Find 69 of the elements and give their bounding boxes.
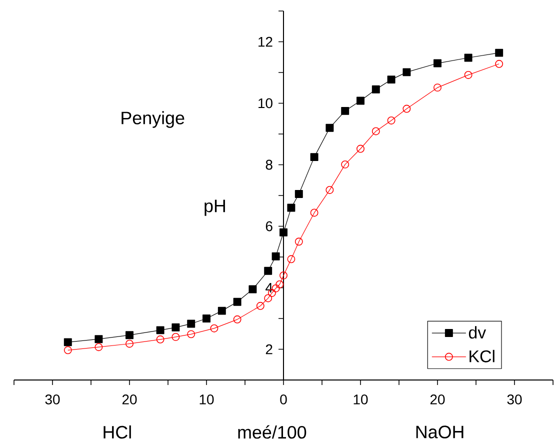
point (356, 96, 364, 105)
text: NaOH (416, 426, 464, 438)
point (187, 330, 196, 338)
point (341, 106, 350, 115)
y-tick-label: 10 (258, 98, 272, 108)
point (233, 315, 242, 324)
point (202, 314, 210, 322)
point (276, 280, 284, 288)
point (294, 190, 303, 198)
point (126, 340, 134, 348)
point (434, 84, 442, 92)
x-tick-label: 30 (507, 394, 522, 404)
y-tick-label: 12 (258, 36, 272, 47)
x-tick-label: 20 (430, 394, 445, 404)
x-tick-label: 10 (354, 394, 368, 404)
point (402, 68, 411, 76)
point (156, 335, 164, 344)
point (94, 343, 103, 352)
point (372, 85, 380, 94)
point (294, 238, 303, 246)
annotation: Penyige (122, 111, 184, 128)
point (326, 186, 334, 194)
x-axis-title: meé/100 (238, 425, 306, 439)
point (233, 298, 242, 306)
point (210, 324, 218, 332)
legend-label: KCl (470, 350, 494, 362)
point (464, 70, 472, 79)
y-tick-label: 4 (266, 282, 273, 293)
x-tick-label: 20 (122, 394, 137, 404)
point (310, 208, 318, 217)
point (264, 294, 272, 302)
point (256, 302, 264, 310)
point (156, 326, 164, 334)
point (326, 124, 334, 132)
point (187, 320, 196, 328)
legend-label: dv (468, 326, 486, 339)
point (387, 76, 396, 84)
point (372, 127, 380, 136)
point (64, 346, 72, 354)
point (434, 59, 442, 68)
y-tick-label: 2 (266, 344, 272, 354)
point (272, 252, 280, 260)
point (248, 285, 257, 294)
point (94, 335, 103, 344)
point (356, 144, 364, 153)
point (287, 204, 296, 212)
point (387, 116, 396, 124)
y-axis-title: pH (204, 200, 225, 216)
x-tick-label: 0 (280, 394, 287, 404)
point (310, 153, 318, 162)
point (495, 60, 504, 68)
point (402, 104, 411, 113)
point (280, 228, 288, 236)
point (464, 54, 472, 62)
point (341, 160, 350, 168)
y-tick-label: 6 (266, 221, 272, 232)
point (495, 48, 504, 57)
point (172, 323, 180, 332)
x-tick-label: 30 (45, 394, 60, 404)
point (218, 306, 226, 315)
text: HCl (104, 425, 131, 439)
point (126, 331, 134, 340)
y-tick-label: 8 (266, 160, 272, 170)
point (280, 271, 288, 280)
point (172, 332, 180, 341)
point (64, 338, 72, 346)
x-tick-label: 10 (200, 394, 214, 404)
point (287, 255, 296, 264)
point (264, 266, 272, 275)
